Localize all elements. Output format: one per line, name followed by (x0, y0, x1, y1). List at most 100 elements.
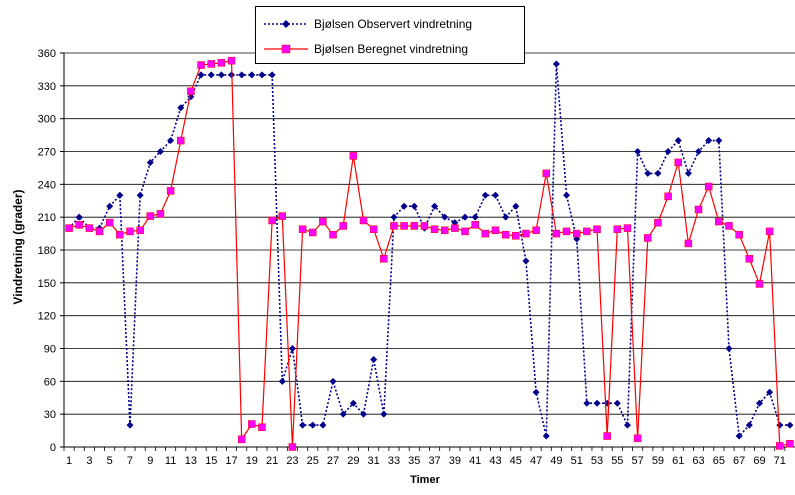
x-tick-label: 25 (307, 455, 319, 467)
data-point-beregnet (694, 205, 703, 214)
data-point-observert (339, 410, 347, 418)
data-point-observert (299, 421, 307, 429)
x-tick-label: 37 (428, 455, 440, 467)
x-tick-label: 11 (165, 455, 176, 467)
legend-marker-beregnet (264, 44, 308, 54)
data-point-beregnet (166, 187, 175, 195)
legend-item-beregnet: Bjølsen Beregnet vindretning (262, 39, 468, 59)
x-tick-label: 69 (753, 455, 765, 467)
data-point-beregnet (654, 218, 662, 227)
data-point-beregnet (126, 227, 134, 236)
data-point-beregnet (786, 439, 794, 448)
data-point-observert (441, 213, 449, 221)
x-tick-label: 57 (632, 455, 644, 467)
x-axis-label: Timer (410, 474, 440, 486)
data-point-observert (786, 421, 794, 429)
data-point-observert (542, 432, 550, 440)
data-point-observert (654, 169, 662, 177)
x-tick-label: 5 (107, 455, 113, 467)
x-tick-label: 61 (672, 455, 684, 467)
x-tick-label: 41 (469, 455, 481, 467)
data-point-beregnet (75, 221, 83, 229)
data-point-observert (126, 421, 134, 429)
data-point-observert (116, 191, 124, 199)
data-point-beregnet (227, 56, 236, 65)
data-point-observert (664, 148, 672, 155)
data-point-observert (329, 377, 337, 385)
y-tick-label: 240 (38, 179, 56, 191)
data-point-observert (177, 104, 185, 112)
x-tick-label: 23 (286, 455, 298, 467)
data-point-observert (106, 202, 114, 210)
data-point-beregnet (339, 222, 347, 230)
data-point-beregnet (258, 423, 266, 432)
data-point-observert (563, 191, 571, 199)
data-point-beregnet (349, 152, 358, 160)
data-point-observert (583, 399, 591, 407)
data-point-observert (695, 148, 703, 155)
data-point-observert (288, 345, 296, 352)
data-point-observert (471, 213, 479, 221)
x-tick-label: 59 (652, 455, 664, 467)
x-tick-label: 45 (510, 455, 522, 467)
data-point-beregnet (735, 230, 743, 239)
data-point-beregnet (471, 221, 479, 229)
data-point-beregnet (95, 227, 104, 236)
x-tick-label: 43 (489, 455, 501, 467)
data-point-beregnet (430, 225, 439, 233)
y-tick-label: 270 (38, 147, 56, 159)
data-point-beregnet (319, 217, 327, 226)
x-tick-label: 53 (591, 455, 603, 467)
data-point-beregnet (725, 222, 733, 230)
data-point-observert (268, 71, 276, 79)
data-point-beregnet (105, 218, 114, 227)
legend-marker-observert (264, 20, 308, 28)
legend-label-observert: Bjølsen Observert vindretning (314, 17, 473, 31)
data-point-observert (705, 137, 713, 145)
y-tick-label: 180 (38, 245, 56, 257)
y-tick-label: 150 (38, 278, 56, 290)
y-tick-label: 300 (38, 114, 56, 126)
y-tick-label: 90 (44, 344, 56, 356)
data-point-beregnet (552, 229, 561, 238)
data-point-beregnet (603, 432, 611, 440)
data-point-beregnet (85, 224, 94, 232)
series-line-0 (68, 63, 790, 438)
data-point-observert (725, 345, 733, 352)
data-point-observert (370, 355, 378, 363)
x-tick-label: 71 (774, 455, 786, 467)
data-point-observert (207, 71, 215, 79)
data-point-beregnet (116, 230, 124, 239)
data-point-beregnet (420, 222, 429, 230)
x-tick-label: 39 (449, 455, 461, 467)
data-point-beregnet (156, 210, 165, 218)
data-point-beregnet (461, 227, 469, 236)
data-point-beregnet (715, 217, 723, 226)
data-point-beregnet (755, 280, 764, 288)
data-point-beregnet (65, 224, 73, 232)
data-point-observert (136, 191, 144, 199)
y-tick-label: 360 (38, 48, 56, 60)
data-point-observert (745, 421, 753, 429)
y-tick-label: 0 (50, 442, 56, 454)
x-tick-label: 49 (550, 455, 562, 467)
data-point-observert (238, 71, 246, 79)
data-point-observert (197, 71, 205, 79)
data-point-observert (502, 213, 510, 221)
data-point-observert (278, 377, 286, 385)
data-point-observert (674, 137, 682, 145)
legend-label-beregnet: Bjølsen Beregnet vindretning (314, 42, 469, 56)
legend-item-observert: Bjølsen Observert vindretning (262, 14, 472, 34)
data-point-observert (431, 202, 439, 210)
data-point-observert (755, 399, 763, 407)
data-point-observert (532, 388, 540, 396)
data-point-beregnet (451, 224, 459, 232)
x-tick-label: 67 (733, 455, 745, 467)
axes (63, 53, 795, 451)
data-point-beregnet (410, 222, 419, 230)
x-tick-label: 17 (225, 455, 237, 467)
data-point-beregnet (268, 216, 276, 225)
data-point-observert (644, 169, 652, 177)
x-tick-label: 55 (611, 455, 623, 467)
